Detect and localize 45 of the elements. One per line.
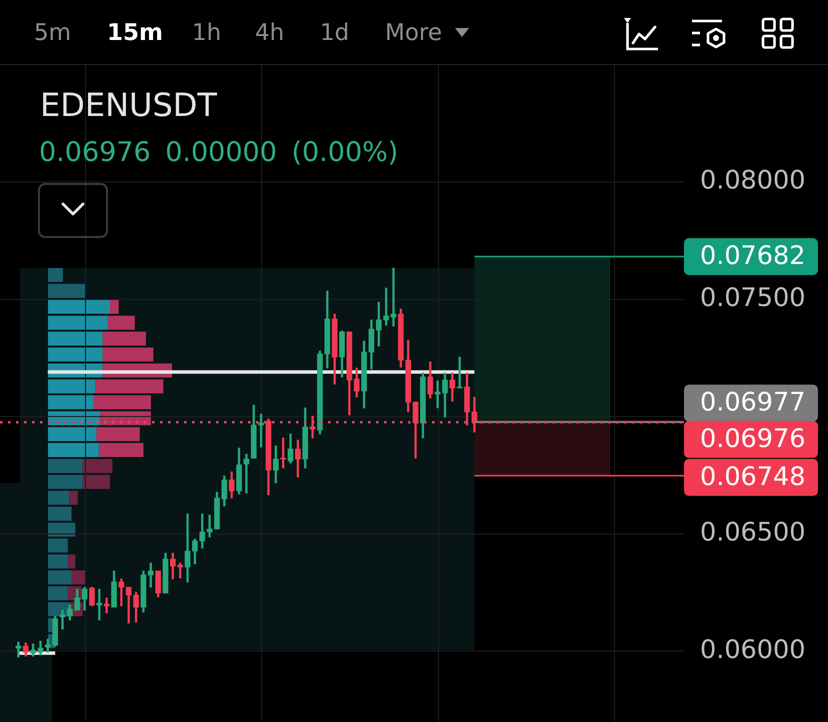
text: EDENUSDT [40, 86, 217, 124]
text: 1d [320, 19, 350, 48]
y-tick-label: 0.06500 [700, 518, 806, 548]
text: 0.06976 0.00000 (0.00%) [39, 137, 398, 168]
bar [82, 474, 110, 489]
ref-line-label: 0.06976 [700, 424, 806, 454]
candlestick [44, 638, 51, 652]
candlestick [96, 588, 102, 620]
y-tick-label: 0.06000 [700, 634, 806, 665]
bar [48, 379, 96, 394]
bar [96, 427, 140, 442]
ref-line-label: 0.06977 [700, 388, 806, 418]
bar [48, 538, 68, 553]
bar [48, 570, 72, 584]
bar [69, 490, 78, 505]
candlestick [280, 438, 286, 468]
bar [48, 443, 99, 458]
bar [48, 268, 63, 282]
bar [82, 458, 112, 473]
bar [102, 332, 146, 346]
ref-line-label: 0.06748 [700, 462, 806, 492]
ref-line-label: 0.07682 [700, 241, 806, 272]
bar [48, 332, 103, 346]
bar [68, 554, 76, 568]
bar [48, 348, 103, 362]
bar [48, 284, 86, 298]
bar [48, 554, 68, 568]
bar [95, 379, 164, 394]
candlestick [104, 598, 110, 614]
y-tick-label: 0.07500 [700, 282, 806, 313]
text: 15m [107, 19, 163, 48]
bar [72, 570, 86, 584]
bar [48, 427, 96, 442]
bar [102, 348, 154, 362]
text: 5m [34, 19, 72, 48]
bar [98, 443, 144, 458]
text: More [385, 19, 442, 48]
candlestick [177, 562, 184, 578]
candlestick [456, 356, 463, 388]
bar [48, 522, 76, 537]
text: 1h [192, 19, 222, 48]
text: 4h [255, 19, 284, 48]
bar [48, 474, 83, 489]
y-tick-label: 0.08000 [700, 166, 806, 196]
bar [48, 458, 83, 473]
